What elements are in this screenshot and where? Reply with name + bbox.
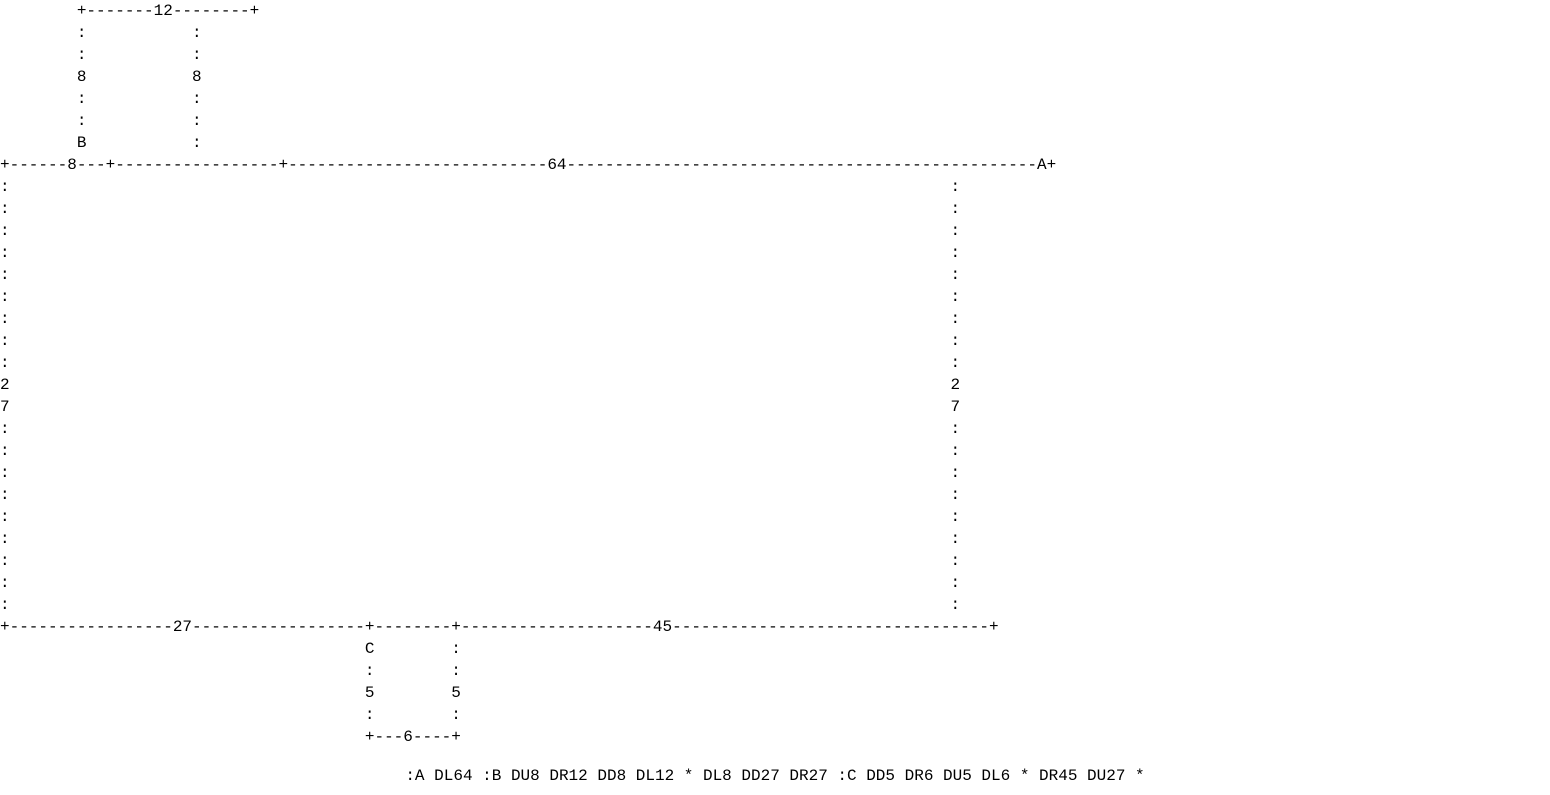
- point-a-label: A: [1037, 156, 1047, 174]
- bottom-notch-width-label: 6: [403, 728, 413, 746]
- top-bump-width-label: 12: [153, 2, 173, 20]
- point-b-label: B: [76, 134, 87, 152]
- top-left-segment-label: 8: [67, 156, 77, 174]
- top-bump-left-height-label: 8: [76, 68, 87, 86]
- bottom-left-segment-label: 27: [172, 618, 193, 636]
- bottom-notch-right-height-label: 5: [451, 684, 461, 702]
- top-bump-right-height-label: 8: [192, 68, 202, 86]
- ascii-floor-plan: +-------12--------+ : : : : 8 8 : : : : …: [0, 2, 1057, 746]
- top-right-segment-label: 64: [547, 156, 567, 174]
- bottom-notch-left-height-label: 5: [364, 684, 375, 702]
- path-instructions: :A DL64 :B DU8 DR12 DD8 DL12 * DL8 DD27 …: [405, 767, 1145, 785]
- bottom-right-segment-label: 45: [652, 618, 673, 636]
- point-c-label: C: [364, 640, 375, 658]
